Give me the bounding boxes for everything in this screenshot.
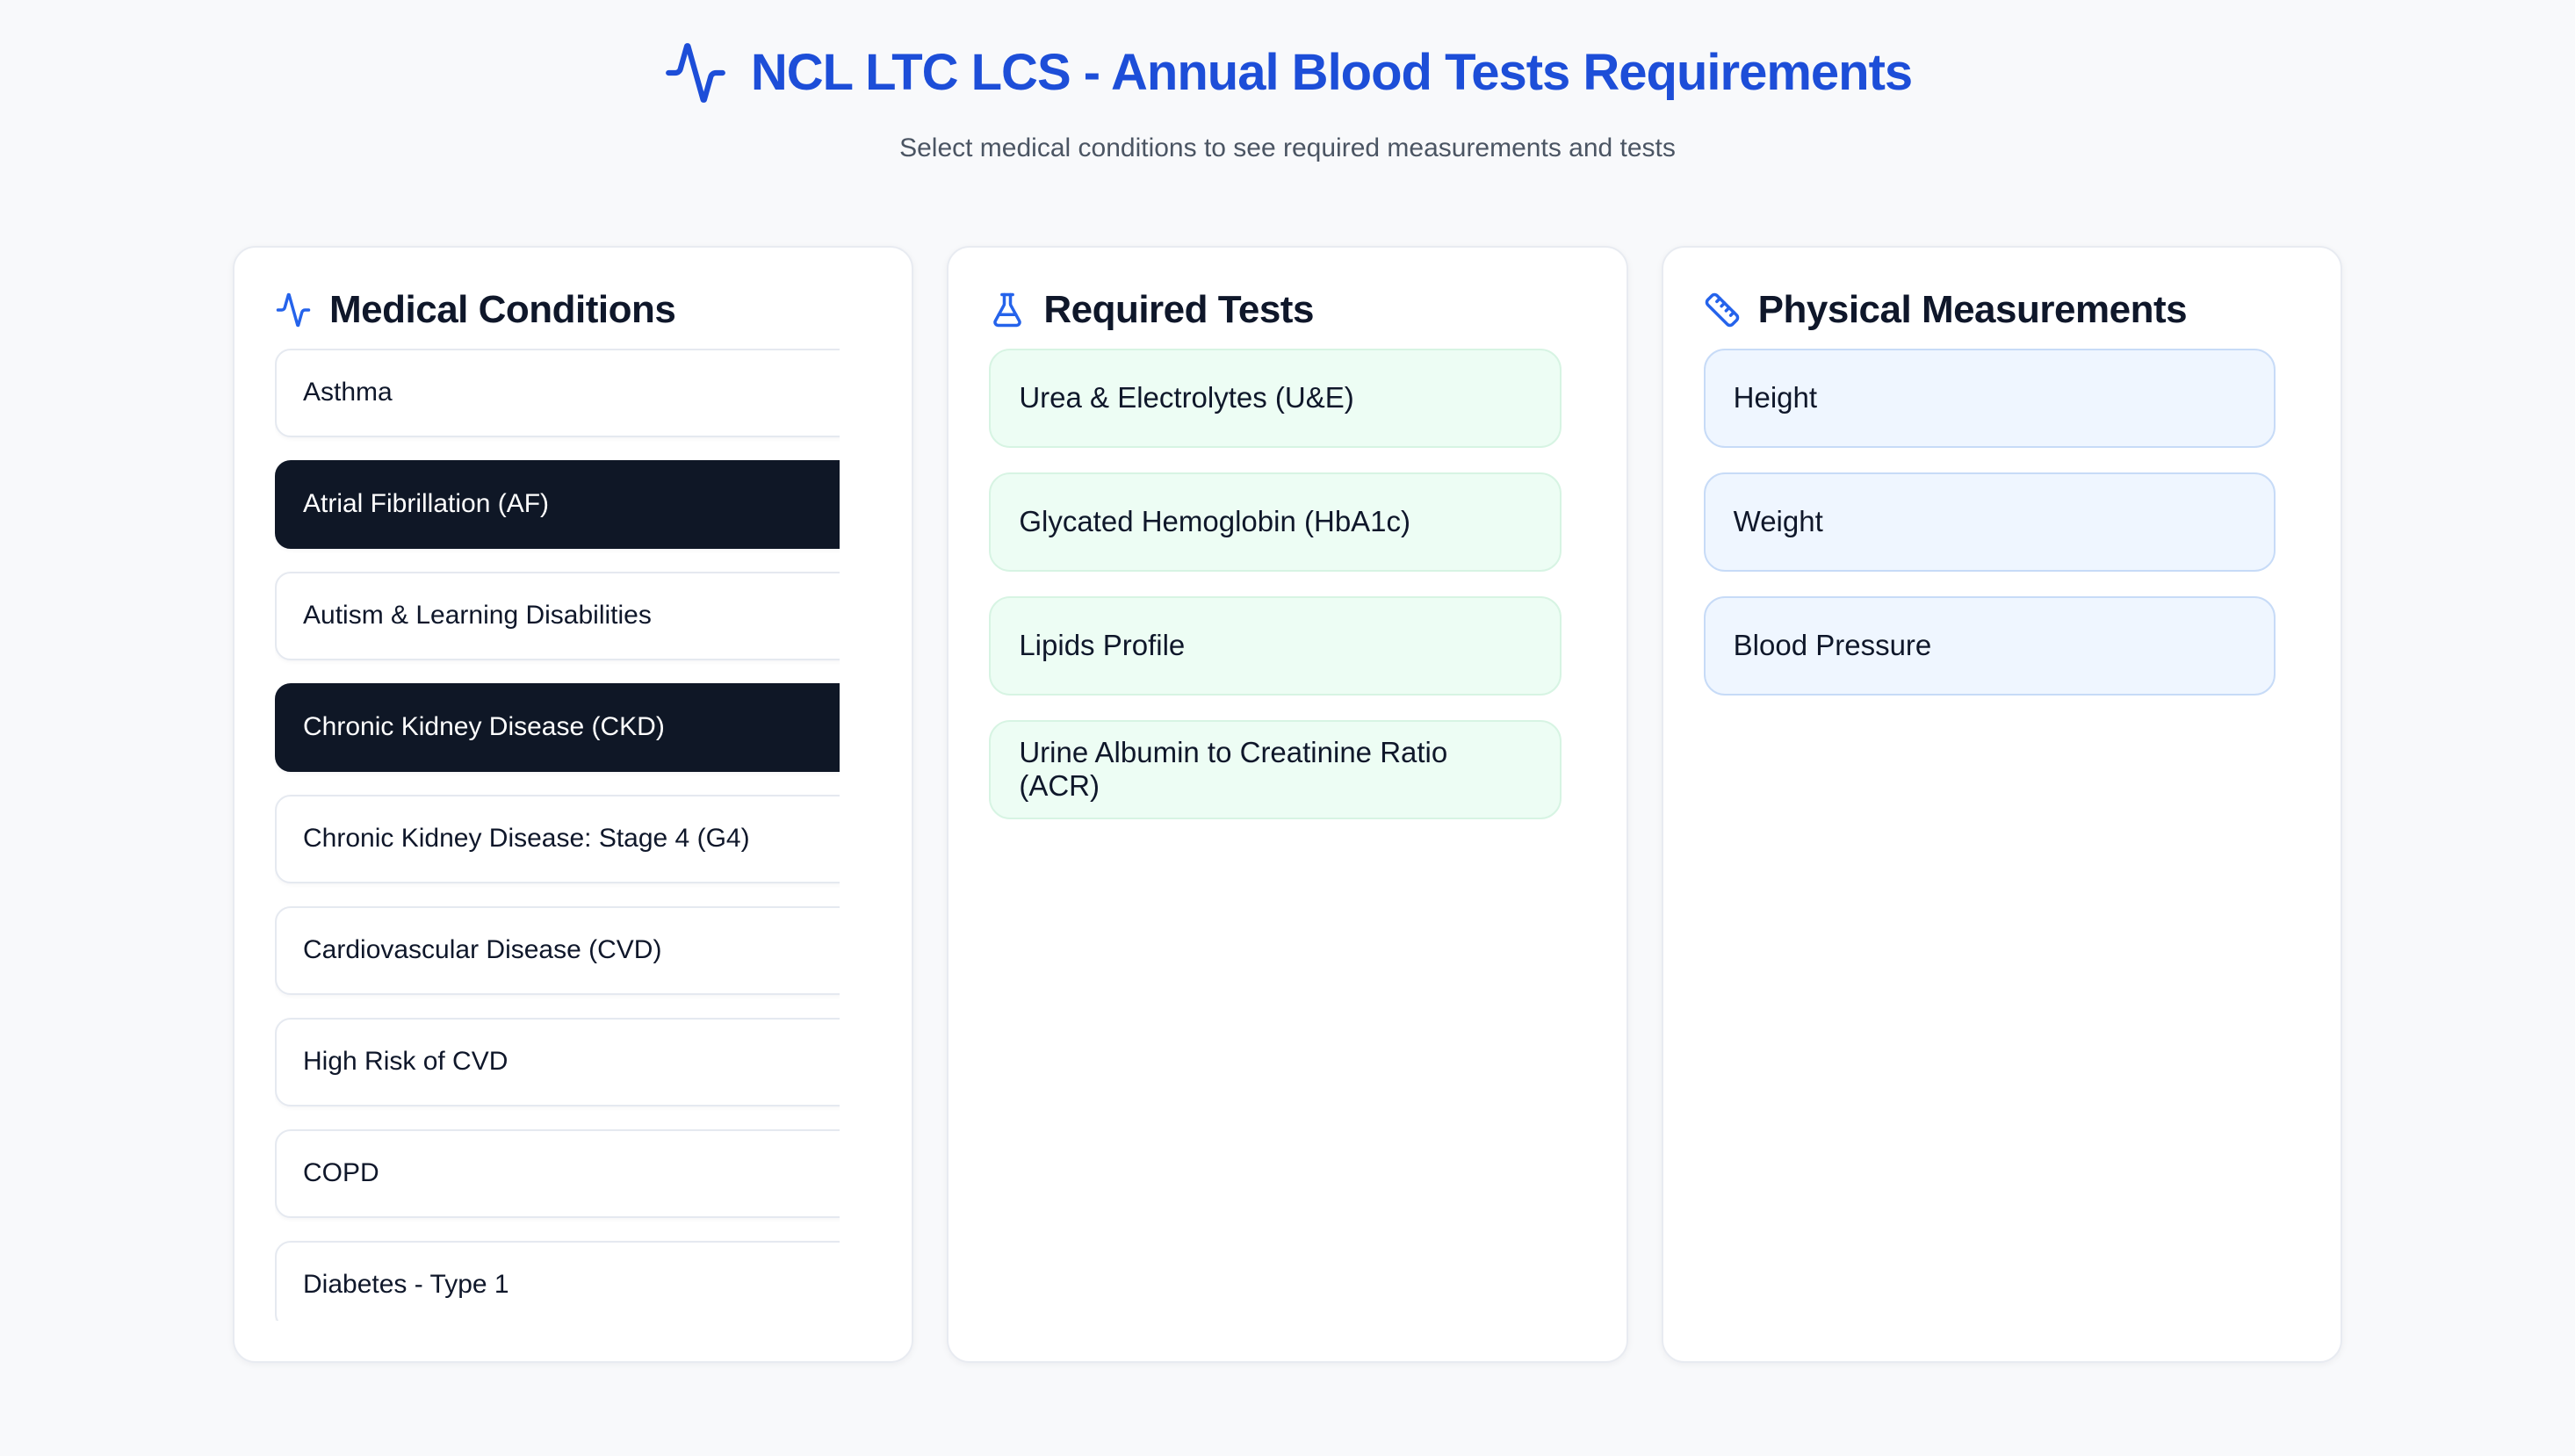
test-item-label: Urea & Electrolytes (U&E) — [1019, 381, 1354, 414]
measurement-item-label: Weight — [1733, 505, 1823, 538]
condition-item-label: Chronic Kidney Disease (CKD) — [303, 712, 665, 742]
ruler-icon — [1705, 293, 1739, 328]
required-tests-header: Required Tests — [989, 288, 1585, 333]
measurement-item-label: Height — [1733, 381, 1818, 414]
test-item-label: Lipids Profile — [1019, 629, 1186, 662]
measurement-item-height: Height — [1703, 348, 2276, 448]
title-row: NCL LTC LCS - Annual Blood Tests Require… — [0, 40, 2575, 105]
required-tests-card: Required Tests Urea & Electrolytes (U&E)… — [947, 246, 1628, 1363]
condition-item-cardiovascular-disease[interactable]: Cardiovascular Disease (CVD) — [275, 905, 840, 995]
condition-item-label: COPD — [303, 1158, 379, 1188]
physical-measurements-header: Physical Measurements — [1704, 288, 2300, 333]
condition-item-label: Asthma — [303, 378, 393, 407]
activity-icon — [276, 293, 311, 328]
condition-item-asthma[interactable]: Asthma — [275, 348, 840, 437]
condition-item-atrial-fibrillation[interactable]: Atrial Fibrillation (AF) — [275, 459, 840, 549]
physical-measurements-card: Physical Measurements Height Weight Bloo… — [1661, 246, 2342, 1363]
test-item-acr: Urine Albumin to Creatinine Ratio (ACR) — [989, 719, 1562, 819]
condition-item-label: High Risk of CVD — [303, 1047, 509, 1077]
condition-item-label: Autism & Learning Disabilities — [303, 601, 652, 631]
test-item-lipids-profile: Lipids Profile — [989, 595, 1562, 696]
content-grid: Medical Conditions Asthma Atrial Fibrill… — [233, 246, 2342, 1363]
measurement-item-blood-pressure: Blood Pressure — [1703, 595, 2276, 696]
condition-item-label: Cardiovascular Disease (CVD) — [303, 935, 662, 965]
condition-item-copd[interactable]: COPD — [275, 1128, 840, 1218]
app-header: NCL LTC LCS - Annual Blood Tests Require… — [0, 0, 2575, 163]
measurement-item-label: Blood Pressure — [1733, 629, 1932, 662]
required-tests-title: Required Tests — [1043, 288, 1314, 331]
condition-item-chronic-kidney-disease[interactable]: Chronic Kidney Disease (CKD) — [275, 682, 840, 772]
condition-item-autism-learning-disabilities[interactable]: Autism & Learning Disabilities — [275, 571, 840, 660]
condition-item-label: Diabetes - Type 1 — [303, 1270, 509, 1300]
test-item-hba1c: Glycated Hemoglobin (HbA1c) — [989, 472, 1562, 572]
page-subtitle: Select medical conditions to see require… — [899, 133, 1676, 162]
tests-list: Urea & Electrolytes (U&E) Glycated Hemog… — [989, 348, 1585, 1321]
condition-item-label: Atrial Fibrillation (AF) — [303, 489, 550, 519]
condition-item-label: Chronic Kidney Disease: Stage 4 (G4) — [303, 824, 750, 854]
test-item-label: Glycated Hemoglobin (HbA1c) — [1019, 505, 1411, 538]
page-title: NCL LTC LCS - Annual Blood Tests Require… — [750, 43, 1913, 101]
measurements-list: Height Weight Blood Pressure — [1703, 348, 2300, 1321]
medical-conditions-title: Medical Conditions — [329, 288, 676, 331]
condition-item-high-risk-cvd[interactable]: High Risk of CVD — [275, 1017, 840, 1106]
condition-item-diabetes-type-1[interactable]: Diabetes - Type 1 — [275, 1240, 840, 1321]
medical-conditions-header: Medical Conditions — [275, 288, 871, 333]
test-item-urea-electrolytes: Urea & Electrolytes (U&E) — [989, 348, 1562, 448]
flask-icon — [993, 293, 1022, 328]
physical-measurements-title: Physical Measurements — [1757, 288, 2188, 331]
activity-icon — [665, 43, 725, 103]
condition-item-ckd-stage-4[interactable]: Chronic Kidney Disease: Stage 4 (G4) — [275, 794, 840, 883]
measurement-item-weight: Weight — [1703, 472, 2276, 572]
medical-conditions-card: Medical Conditions Asthma Atrial Fibrill… — [233, 246, 914, 1363]
conditions-list[interactable]: Asthma Atrial Fibrillation (AF) Autism &… — [275, 348, 840, 1321]
test-item-label: Urine Albumin to Creatinine Ratio (ACR) — [1019, 736, 1448, 803]
